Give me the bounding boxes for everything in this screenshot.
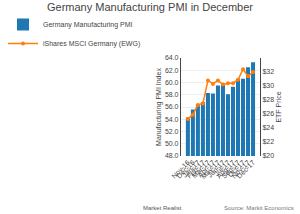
svg-text:Nov-17: Nov-17 [230,159,251,180]
svg-text:Manufacturing PMI Index: Manufacturing PMI Index [155,68,163,146]
svg-text:Feb-17: Feb-17 [185,159,206,180]
svg-text:Jun-17: Jun-17 [206,159,226,179]
svg-text:52.0: 52.0 [165,128,179,135]
svg-text:$24: $24 [262,124,274,131]
svg-text:$20: $20 [262,152,274,159]
svg-text:$32: $32 [262,68,274,75]
svg-text:Nov-16: Nov-16 [170,159,191,180]
svg-text:50.0: 50.0 [165,140,179,147]
svg-text:60.0: 60.0 [165,79,179,86]
svg-text:Mar-17: Mar-17 [190,159,211,180]
svg-text:iShares MSCI Germany (EWG): iShares MSCI Germany (EWG) [43,40,140,48]
svg-text:Dec-17: Dec-17 [235,159,256,180]
svg-text:64.0: 64.0 [165,54,179,61]
svg-text:58.0: 58.0 [165,91,179,98]
svg-text:Sep-17: Sep-17 [220,159,242,181]
svg-text:$28: $28 [262,96,274,103]
svg-text:ETF Price: ETF Price [275,91,282,122]
svg-text:62.0: 62.0 [165,67,179,74]
svg-text:Germany Manufacturing PMI: Germany Manufacturing PMI [43,21,133,29]
svg-text:$30: $30 [262,82,274,89]
svg-text:54.0: 54.0 [165,116,179,123]
svg-text:Jul-17: Jul-17 [213,159,232,178]
svg-text:56.0: 56.0 [165,103,179,110]
svg-text:May-17: May-17 [200,159,222,181]
svg-text:Market Realist: Market Realist [143,205,182,211]
svg-text:$22: $22 [262,138,274,145]
svg-text:Jan-17: Jan-17 [181,159,201,179]
svg-text:$26: $26 [262,110,274,117]
svg-text:Apr-17: Apr-17 [196,159,217,180]
svg-text:48.0: 48.0 [165,152,179,159]
svg-text:Source: Markit Economics: Source: Markit Economics [224,205,294,211]
svg-text:Aug-17: Aug-17 [215,159,237,181]
svg-text:Germany Manufacturing PMI in D: Germany Manufacturing PMI in December [47,1,253,13]
svg-text:Dec-16: Dec-16 [175,159,196,180]
svg-text:Oct-17: Oct-17 [226,159,246,179]
